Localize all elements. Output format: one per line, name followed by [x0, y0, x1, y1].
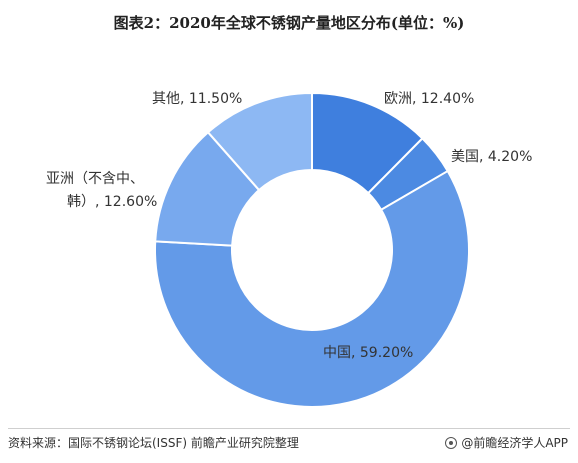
slice-label-asia-line1: 亚洲（不含中、	[46, 171, 144, 187]
slice-label-europe: 欧洲, 12.40%	[384, 91, 474, 107]
donut-slice-2	[154, 169, 470, 408]
slice-label-other: 其他, 11.50%	[152, 91, 242, 107]
donut-slices	[154, 91, 470, 408]
brand-logo-icon	[445, 436, 458, 449]
chart-title: 图表2：2020年全球不锈钢产量地区分布(单位：%)	[113, 14, 465, 32]
footer-divider	[8, 428, 570, 429]
brand-credit: @前瞻经济学人APP	[445, 434, 568, 451]
slice-label-asia-line2: 韩）, 12.60%	[67, 194, 157, 210]
source-note: 资料来源：国际不锈钢论坛(ISSF) 前瞻产业研究院整理	[8, 436, 299, 450]
donut-slice-4	[206, 91, 313, 192]
slice-label-china: 中国, 59.20%	[323, 345, 413, 361]
slice-label-usa: 美国, 4.20%	[451, 149, 532, 165]
brand-text: @前瞻经济学人APP	[461, 436, 568, 450]
